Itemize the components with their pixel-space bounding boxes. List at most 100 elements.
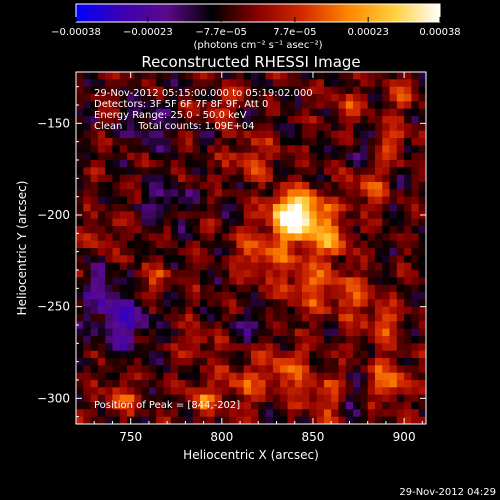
heatmap-cell — [302, 94, 310, 102]
heatmap-cell — [141, 409, 150, 418]
heatmap-cell — [243, 138, 252, 146]
heatmap-cell — [170, 350, 179, 359]
heatmap-cell — [148, 94, 157, 102]
heatmap-cell — [221, 416, 230, 424]
heatmap-cell — [185, 101, 194, 110]
heatmap-cell — [302, 321, 310, 330]
heatmap-cell — [134, 226, 143, 234]
heatmap-cell — [382, 204, 391, 212]
heatmap-cell — [76, 328, 84, 337]
annotation-detectors: Detectors: 3F 5F 6F 7F 8F 9F, Att 0 — [94, 99, 268, 110]
heatmap-cell — [309, 402, 318, 410]
heatmap-cell — [367, 123, 376, 132]
heatmap-cell — [229, 72, 238, 80]
heatmap-cell — [214, 306, 223, 315]
heatmap-cell — [331, 79, 340, 88]
heatmap-cell — [353, 160, 361, 168]
heatmap-cell — [178, 321, 186, 330]
heatmap-cell — [353, 314, 361, 322]
heatmap-cell — [280, 292, 289, 300]
heatmap-cell — [170, 277, 179, 286]
heatmap-cell — [192, 218, 201, 227]
heatmap-cell — [170, 167, 179, 176]
heatmap-cell — [353, 123, 361, 132]
heatmap-cell — [251, 204, 259, 212]
heatmap-cell — [251, 299, 259, 308]
heatmap-cell — [272, 328, 281, 337]
heatmap-cell — [97, 233, 106, 242]
heatmap-cell — [192, 182, 201, 190]
heatmap-cell — [316, 189, 325, 198]
heatmap-cell — [302, 314, 310, 322]
heatmap-cell — [294, 226, 303, 234]
heatmap-cell — [382, 94, 391, 102]
heatmap-cell — [316, 262, 325, 271]
heatmap-cell — [214, 262, 223, 271]
heatmap-cell — [258, 101, 267, 110]
heatmap-cell — [367, 72, 376, 80]
heatmap-cell — [389, 116, 398, 124]
heatmap-cell — [199, 108, 208, 117]
heatmap-cell — [178, 350, 186, 359]
heatmap-cell — [367, 145, 376, 154]
heatmap-cell — [192, 204, 201, 212]
heatmap-cell — [170, 328, 179, 337]
heatmap-cell — [323, 277, 332, 286]
heatmap-cell — [338, 94, 347, 102]
heatmap-cell — [367, 240, 376, 249]
heatmap-cell — [411, 350, 420, 359]
heatmap-cell — [396, 152, 405, 161]
heatmap-cell — [374, 292, 383, 300]
heatmap-cell — [389, 160, 398, 168]
heatmap-cell — [105, 262, 114, 271]
heatmap-cell — [396, 211, 405, 220]
heatmap-cell — [338, 343, 347, 352]
heatmap-cell — [148, 189, 157, 198]
heatmap-cell — [97, 402, 106, 410]
heatmap-cell — [229, 145, 238, 154]
heatmap-cell — [170, 189, 179, 198]
heatmap-cell — [105, 189, 114, 198]
heatmap-cell — [367, 380, 376, 388]
heatmap-cell — [243, 255, 252, 264]
heatmap-cell — [192, 240, 201, 249]
heatmap-cell — [316, 79, 325, 88]
heatmap-cell — [119, 101, 128, 110]
heatmap-cell — [236, 277, 245, 286]
heatmap-cell — [148, 138, 157, 146]
heatmap-cell — [323, 358, 332, 366]
heatmap-cell — [83, 343, 92, 352]
heatmap-cell — [156, 402, 165, 410]
heatmap-cell — [309, 255, 318, 264]
heatmap-cell — [236, 211, 245, 220]
heatmap-cell — [272, 380, 281, 388]
heatmap-cell — [243, 160, 252, 168]
heatmap-cell — [345, 226, 354, 234]
heatmap-cell — [374, 328, 383, 337]
y-tick-label: −200 — [37, 208, 70, 222]
heatmap-cell — [90, 402, 99, 410]
heatmap-cell — [141, 416, 150, 424]
heatmap-cell — [389, 416, 398, 424]
heatmap-cell — [105, 108, 114, 117]
heatmap-cell — [258, 226, 267, 234]
heatmap-cell — [178, 270, 186, 278]
heatmap-cell — [90, 277, 99, 286]
heatmap-cell — [243, 174, 252, 183]
heatmap-cell — [353, 350, 361, 359]
heatmap-cell — [76, 189, 84, 198]
heatmap-cell — [170, 152, 179, 161]
heatmap-cell — [163, 108, 172, 117]
heatmap-cell — [360, 174, 369, 183]
heatmap-cell — [323, 328, 332, 337]
heatmap-cell — [105, 270, 114, 278]
heatmap-cell — [294, 380, 303, 388]
heatmap-cell — [185, 189, 194, 198]
heatmap-cell — [418, 189, 426, 198]
heatmap-cell — [214, 372, 223, 381]
heatmap-cell — [156, 189, 165, 198]
heatmap-cell — [185, 211, 194, 220]
heatmap-cell — [353, 86, 361, 95]
heatmap-cell — [338, 167, 347, 176]
heatmap-cell — [382, 108, 391, 117]
